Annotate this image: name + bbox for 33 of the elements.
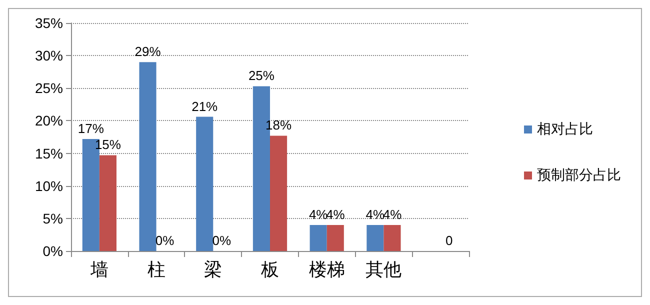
x-tick-label: 梁: [204, 260, 222, 280]
data-label: 0: [445, 233, 453, 248]
bar: [139, 62, 156, 251]
y-tick-label: 15%: [34, 145, 63, 162]
bar: [310, 224, 327, 251]
data-label: 4%: [308, 206, 328, 222]
y-tick-label: 30%: [34, 48, 63, 64]
y-tick-label: 5%: [42, 210, 63, 226]
data-label: 4%: [326, 206, 346, 222]
bar: [366, 224, 384, 251]
y-tick-label: 25%: [34, 80, 63, 96]
bar: [326, 224, 344, 251]
data-label: 25%: [248, 68, 275, 84]
data-label: 17%: [78, 120, 104, 136]
y-tick-label: 10%: [34, 178, 63, 194]
bar: [196, 116, 214, 251]
y-tick-label: 20%: [34, 112, 63, 129]
x-tick-label: 柱: [147, 260, 166, 280]
bar: [384, 224, 401, 251]
data-label: 4%: [382, 206, 402, 222]
bar: [99, 155, 116, 251]
legend-label: 相对占比: [537, 122, 593, 138]
y-tick-label: 35%: [34, 15, 63, 31]
legend-label: 预制部分占比: [537, 168, 621, 184]
x-tick-label: 其他: [366, 260, 402, 280]
data-label: 29%: [134, 44, 162, 60]
bar: [270, 136, 288, 251]
x-tick-label: 楼梯: [308, 260, 345, 280]
y-tick-label: 0%: [42, 243, 63, 259]
data-label: 4%: [366, 206, 386, 222]
x-tick-label: 板: [260, 260, 279, 280]
data-label: 21%: [192, 98, 218, 114]
x-tick-label: 墙: [89, 260, 108, 280]
